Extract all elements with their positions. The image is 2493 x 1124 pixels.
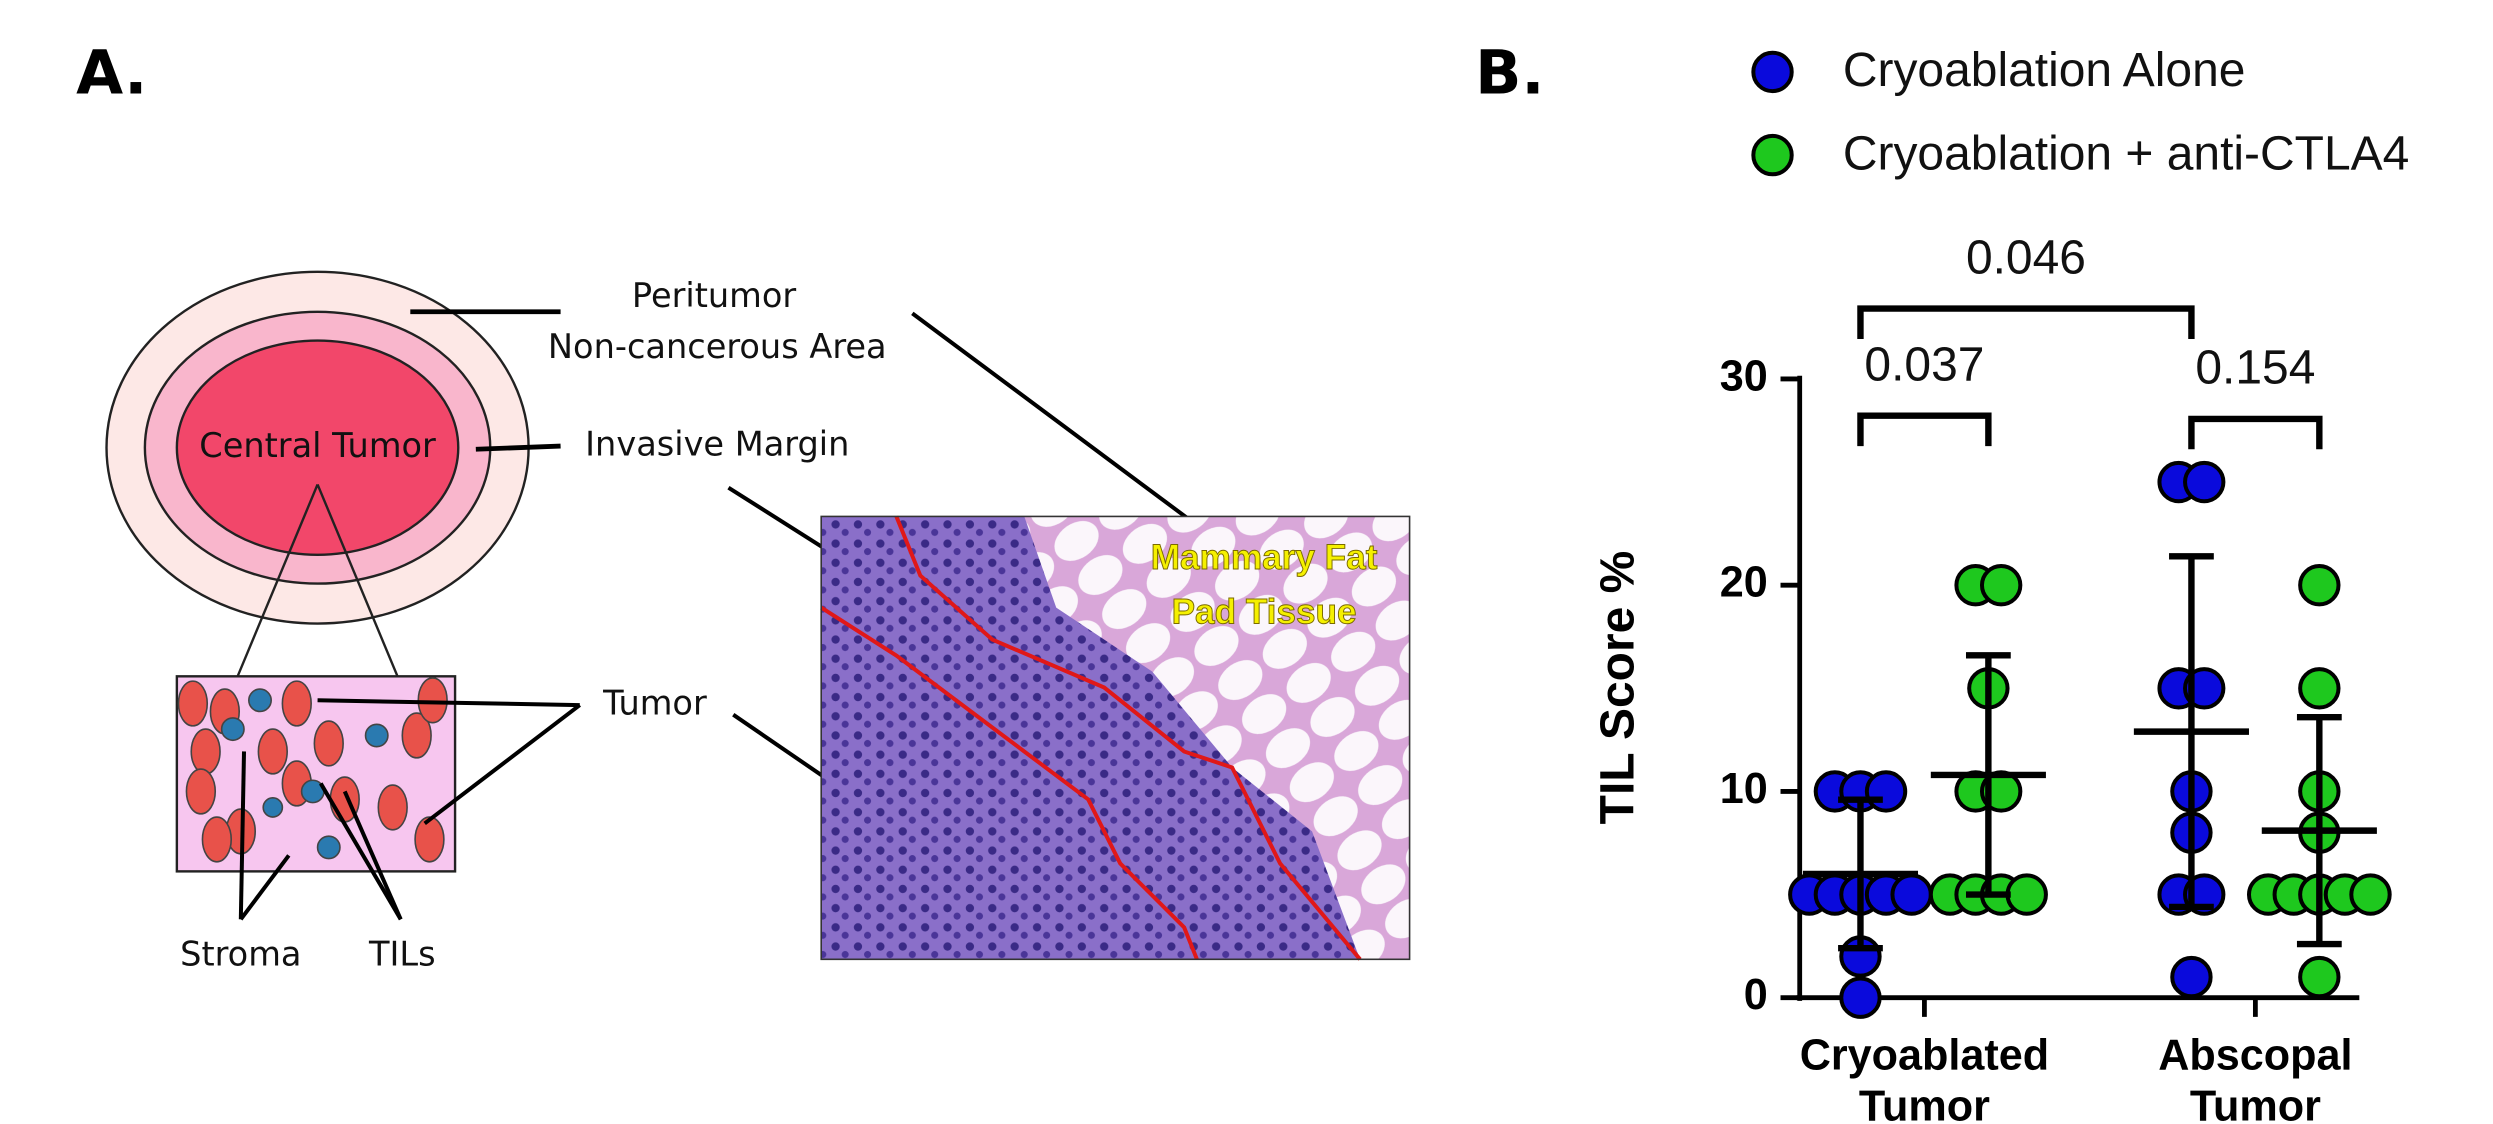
label: Stroma [180, 935, 301, 974]
legend-marker [1751, 50, 1794, 94]
panel-label: A. [76, 38, 147, 108]
dot [1979, 563, 2023, 607]
p-value: 0.154 [2195, 342, 2315, 395]
y-tick-label: 30 [1720, 352, 1768, 400]
label: Mammary Fat [1151, 538, 1378, 577]
x-tick-label: Abscopal Tumor [2158, 1032, 2352, 1124]
dot [2298, 667, 2341, 710]
legend-marker [1751, 133, 1794, 177]
label: Invasive Margin [585, 425, 849, 464]
label: Non-cancerous Area [548, 327, 887, 366]
label: Pad Tissue [1172, 592, 1357, 631]
bracket [1857, 305, 2195, 339]
chart: Cryoablation Alone Cryoablation + anti-CT… [1591, 44, 2409, 1124]
dot [2298, 563, 2341, 607]
y-axis-label: TIL Score % [1591, 551, 1644, 825]
bracket [1857, 412, 1992, 447]
histology-image [820, 515, 1411, 961]
y-tick-label: 0 [1744, 971, 1768, 1019]
dot [1890, 873, 1933, 916]
x-tick-label: Cryoablated Tumor [1800, 1032, 2049, 1124]
bracket [2188, 415, 2323, 450]
dot [1839, 976, 1882, 1019]
dot [2298, 955, 2341, 999]
legend-label: Cryoablation Alone [1843, 44, 2246, 97]
dot [2170, 955, 2213, 999]
tumor-diagram [105, 270, 1202, 921]
y-tick-label: 20 [1720, 559, 1768, 607]
label: Tumor [602, 684, 707, 723]
panel-label: B. [1475, 38, 1544, 108]
label: Peritumor [632, 276, 796, 315]
dot [1864, 770, 1908, 813]
p-value: 0.037 [1864, 338, 1984, 391]
dot [2005, 873, 2048, 916]
dot [2349, 873, 2392, 916]
legend-label: Cryoablation + anti-CTLA4 [1843, 127, 2409, 180]
y-tick-label: 10 [1720, 765, 1768, 813]
label: Central Tumor [199, 426, 436, 465]
dot [2183, 460, 2226, 504]
p-value: 0.046 [1966, 231, 2086, 284]
label: TILs [368, 935, 436, 974]
